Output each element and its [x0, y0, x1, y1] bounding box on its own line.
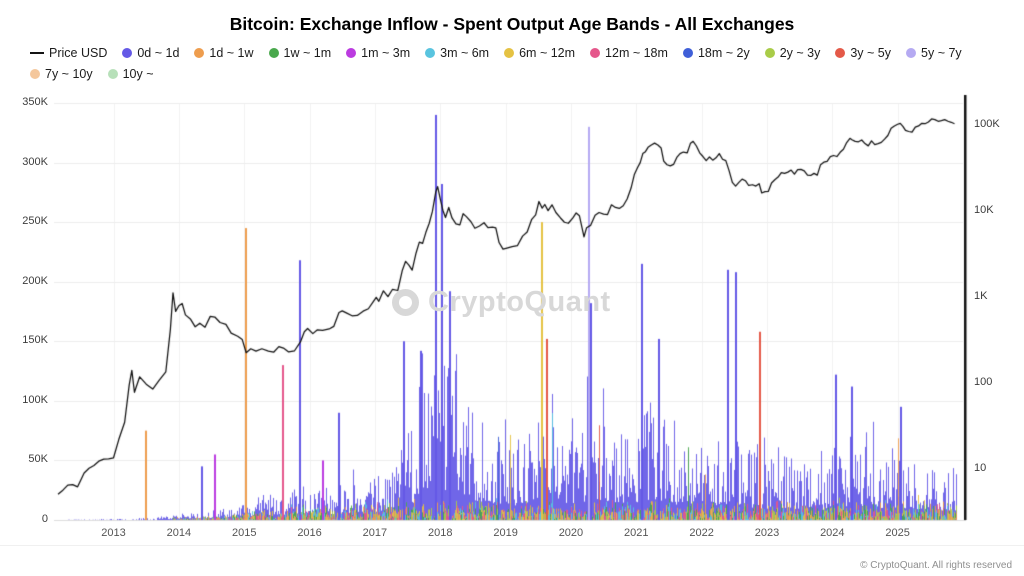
legend-dot-icon	[194, 48, 205, 58]
legend-dot-icon	[425, 48, 436, 58]
price-line-swatch-icon	[30, 52, 44, 54]
legend-dot-icon	[268, 48, 279, 58]
legend-dot-icon	[682, 48, 693, 58]
legend-item-3y-5y[interactable]: 3y ~ 5y	[835, 46, 891, 60]
legend-label: 7y ~ 10y	[45, 67, 93, 81]
legend-label: 1w ~ 1m	[283, 46, 332, 60]
legend-item-6m-12m[interactable]: 6m ~ 12m	[504, 46, 575, 60]
legend-item-5y-7y[interactable]: 5y ~ 7y	[906, 46, 962, 60]
legend-label: 1m ~ 3m	[361, 46, 411, 60]
chart-title: Bitcoin: Exchange Inflow - Spent Output …	[229, 14, 795, 34]
legend-item-1m-3m[interactable]: 1m ~ 3m	[346, 46, 410, 60]
legend-label: 5y ~ 7y	[921, 46, 962, 60]
footer-divider	[0, 545, 1024, 546]
legend-dot-icon	[107, 69, 118, 79]
footer: © CryptoQuant. All rights reserved	[860, 560, 1012, 571]
legend-label: 3m ~ 6m	[440, 46, 490, 60]
footer-text: © CryptoQuant. All rights reserved	[860, 560, 1012, 571]
legend: Price USD 0d ~ 1d 1d ~ 1w 1w ~ 1m 1m ~ 3m 3m …	[30, 46, 1015, 81]
legend-label: 0d ~ 1d	[137, 46, 180, 60]
legend-item-0d-1d[interactable]: 0d ~ 1d	[122, 46, 179, 60]
legend-dot-icon	[590, 48, 601, 58]
legend-label: 3y ~ 5y	[850, 46, 892, 60]
legend-item-12m-18m[interactable]: 12m ~ 18m	[590, 46, 668, 60]
legend-item-price-usd[interactable]: Price USD	[30, 46, 107, 60]
legend-label: 2y ~ 3y	[779, 46, 821, 60]
legend-dot-icon	[504, 48, 515, 58]
legend-item-10y[interactable]: 10y ~	[107, 67, 154, 81]
legend-dot-icon	[764, 48, 775, 58]
legend-label: 1d ~ 1w	[209, 46, 254, 60]
legend-dot-icon	[122, 48, 133, 58]
legend-item-1d-1w[interactable]: 1d ~ 1w	[194, 46, 254, 60]
legend-dot-icon	[30, 69, 40, 79]
legend-item-2y-3y[interactable]: 2y ~ 3y	[764, 46, 821, 60]
legend-label: 6m ~ 12m	[519, 46, 576, 60]
legend-item-18m-2y[interactable]: 18m ~ 2y	[682, 46, 750, 60]
legend-dot-icon	[346, 48, 357, 58]
legend-item-7y-10y[interactable]: 7y ~ 10y	[30, 67, 93, 81]
legend-item-1w-1m[interactable]: 1w ~ 1m	[268, 46, 332, 60]
legend-label: 10y ~	[122, 67, 154, 81]
legend-label: 12m ~ 18m	[605, 46, 668, 60]
legend-dot-icon	[906, 48, 917, 58]
legend-label: 18m ~ 2y	[697, 46, 750, 60]
legend-item-3m-6m[interactable]: 3m ~ 6m	[425, 46, 489, 60]
legend-dot-icon	[835, 48, 846, 58]
legend-label: Price USD	[49, 46, 108, 60]
